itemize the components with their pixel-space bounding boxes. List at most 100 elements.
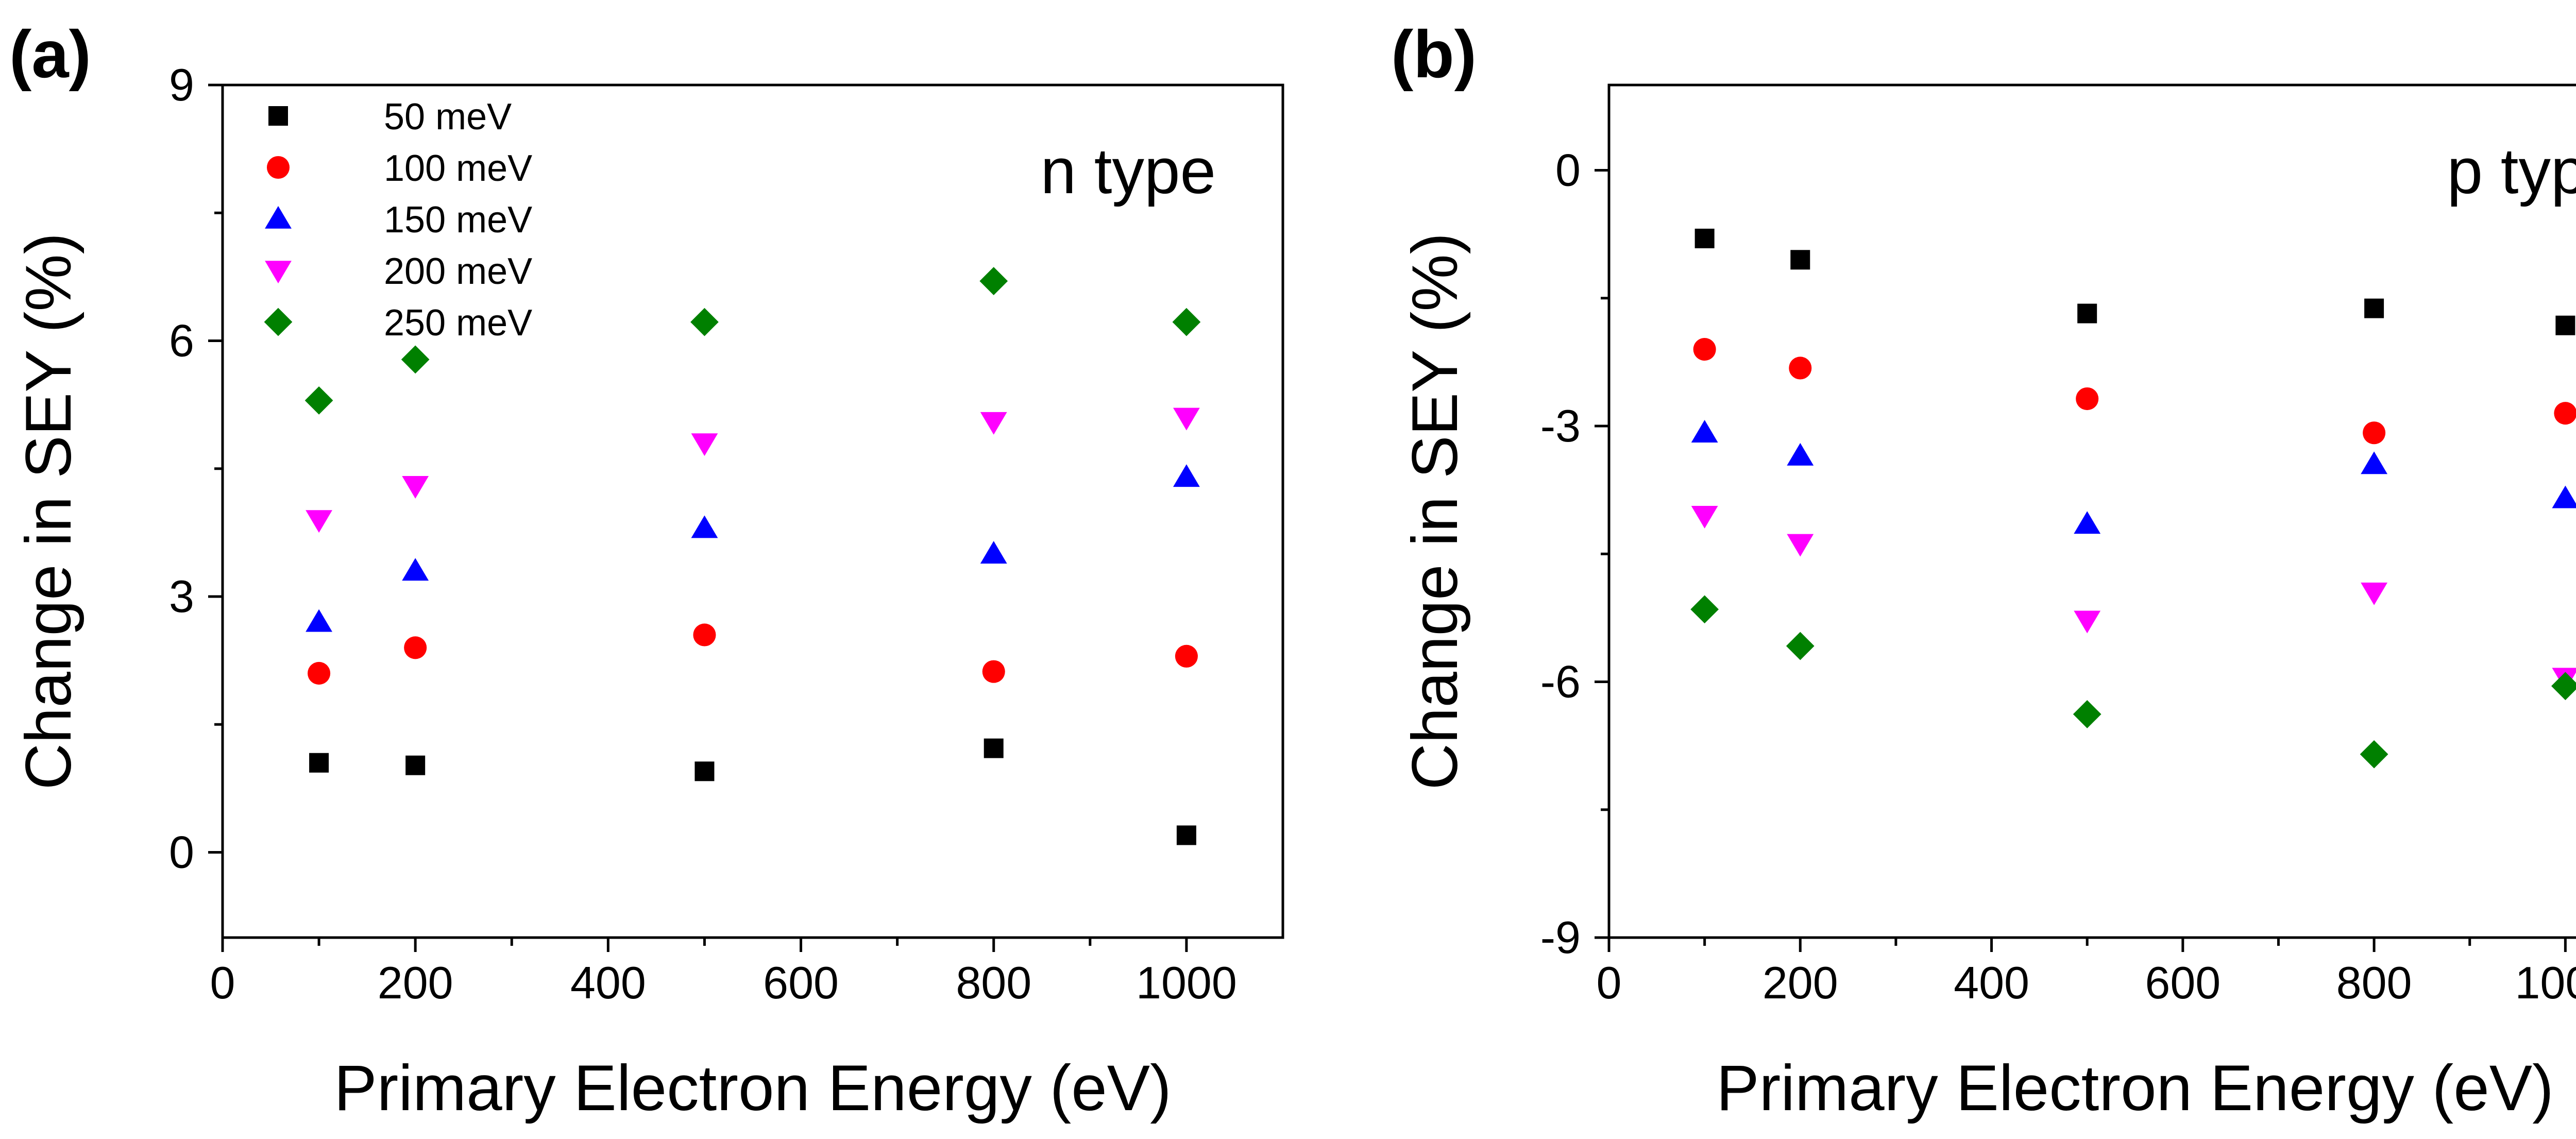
- data-point: [2363, 421, 2386, 445]
- y-axis-title: Change in SEY (%): [13, 233, 84, 790]
- data-point: [2551, 672, 2576, 701]
- legend: 50 meV 100 meV 150 meV 200 meV 250 meV: [264, 96, 532, 344]
- data-point: [2555, 315, 2575, 335]
- legend-label: 100 meV: [384, 148, 532, 189]
- legend-marker: [264, 308, 293, 336]
- data-point: [2074, 610, 2101, 634]
- data-point: [2361, 451, 2388, 474]
- data-point: [691, 433, 718, 456]
- y-tick-label: -9: [1540, 912, 1581, 963]
- data-point: [2361, 582, 2388, 605]
- series-100-mev: [1693, 338, 2576, 445]
- legend-marker: [265, 261, 292, 284]
- x-axis-title: Primary Electron Energy (eV): [334, 1052, 1172, 1124]
- x-tick-label: 400: [1954, 957, 2029, 1008]
- series-150-mev: [306, 464, 1200, 632]
- data-point: [308, 661, 331, 685]
- series-100-mev: [308, 623, 1198, 685]
- x-tick-label: 600: [763, 957, 839, 1008]
- y-tick-label: -3: [1540, 400, 1581, 451]
- data-point: [1172, 308, 1201, 336]
- series-200-mev: [306, 407, 1200, 533]
- data-point: [984, 738, 1004, 758]
- data-point: [982, 660, 1005, 683]
- x-tick-label: 200: [1762, 957, 1838, 1008]
- panel-annotation: p type: [2447, 135, 2576, 207]
- plot-frame: [1607, 83, 2576, 939]
- data-point: [1175, 644, 1198, 668]
- legend-label: 50 meV: [384, 96, 512, 138]
- panel-label: (b): [1391, 16, 1477, 92]
- series-50-mev: [1694, 228, 2575, 335]
- data-point: [1693, 338, 1716, 361]
- data-point: [2552, 485, 2576, 508]
- data-point: [693, 623, 716, 647]
- data-point: [304, 386, 333, 415]
- y-tick-label: 0: [1555, 145, 1581, 196]
- data-point: [694, 761, 715, 781]
- data-point: [404, 636, 427, 659]
- data-point: [405, 755, 426, 775]
- data-point: [402, 476, 429, 499]
- panel-annotation: n type: [1040, 135, 1216, 207]
- data-point: [691, 515, 718, 538]
- data-point: [306, 510, 333, 533]
- x-axis-title: Primary Electron Energy (eV): [1716, 1052, 2554, 1124]
- data-point: [1694, 228, 1715, 248]
- x-tick-label: 0: [1597, 957, 1622, 1008]
- data-point: [402, 558, 429, 581]
- data-point: [980, 541, 1007, 564]
- x-tick-label: 0: [210, 957, 235, 1008]
- data-point: [1173, 464, 1200, 487]
- series-150-mev: [1691, 420, 2576, 534]
- plot-frame: [221, 83, 1284, 939]
- data-point: [2364, 298, 2384, 318]
- legend-marker: [268, 106, 288, 126]
- chart-panel-b: 0 200 400 600 800 1000 -9 -6 -3 0 Primary Electron…: [1391, 16, 2576, 1124]
- data-point: [1691, 420, 1718, 443]
- data-point: [2073, 700, 2102, 728]
- legend-label: 200 meV: [384, 251, 532, 292]
- data-point: [2076, 387, 2099, 411]
- panel-label: (a): [9, 16, 91, 92]
- x-tick-label: 1000: [2515, 957, 2576, 1008]
- series-50-mev: [309, 738, 1196, 845]
- data-point: [309, 753, 329, 773]
- data-point: [1691, 505, 1718, 529]
- x-tick-label: 800: [2336, 957, 2412, 1008]
- data-point: [690, 308, 719, 336]
- data-point: [980, 412, 1007, 435]
- chart-panel-a: 0 200 400 600 800 1000 0 3 6 9 Primary Electron En…: [9, 16, 1284, 1124]
- data-point: [2074, 511, 2101, 534]
- legend-marker: [266, 156, 290, 179]
- data-point: [1789, 356, 1812, 380]
- y-tick-label: 6: [169, 315, 194, 366]
- series-200-mev: [1691, 505, 2576, 691]
- x-tick-label: 400: [570, 957, 646, 1008]
- data-point: [401, 345, 430, 374]
- data-point: [2360, 740, 2388, 769]
- data-point: [1790, 250, 1810, 270]
- data-point: [2554, 402, 2576, 425]
- legend-label: 150 meV: [384, 199, 532, 241]
- legend-label: 250 meV: [384, 302, 532, 344]
- y-axis-title: Change in SEY (%): [1399, 233, 1471, 790]
- data-point: [1176, 825, 1196, 845]
- data-point: [979, 267, 1008, 296]
- legend-marker: [265, 206, 292, 229]
- data-point: [1787, 534, 1814, 557]
- data-point: [1173, 407, 1200, 431]
- y-tick-label: 0: [169, 827, 194, 878]
- series-250-mev: [1690, 595, 2576, 769]
- data-point: [2077, 303, 2097, 324]
- x-tick-label: 800: [956, 957, 1031, 1008]
- series-250-mev: [304, 267, 1201, 415]
- data-point: [1690, 595, 1719, 624]
- data-point: [1786, 632, 1815, 660]
- x-tick-label: 1000: [1136, 957, 1237, 1008]
- x-tick-label: 600: [2145, 957, 2221, 1008]
- data-point: [306, 609, 333, 632]
- y-tick-label: -6: [1540, 656, 1581, 707]
- data-point: [1787, 443, 1814, 466]
